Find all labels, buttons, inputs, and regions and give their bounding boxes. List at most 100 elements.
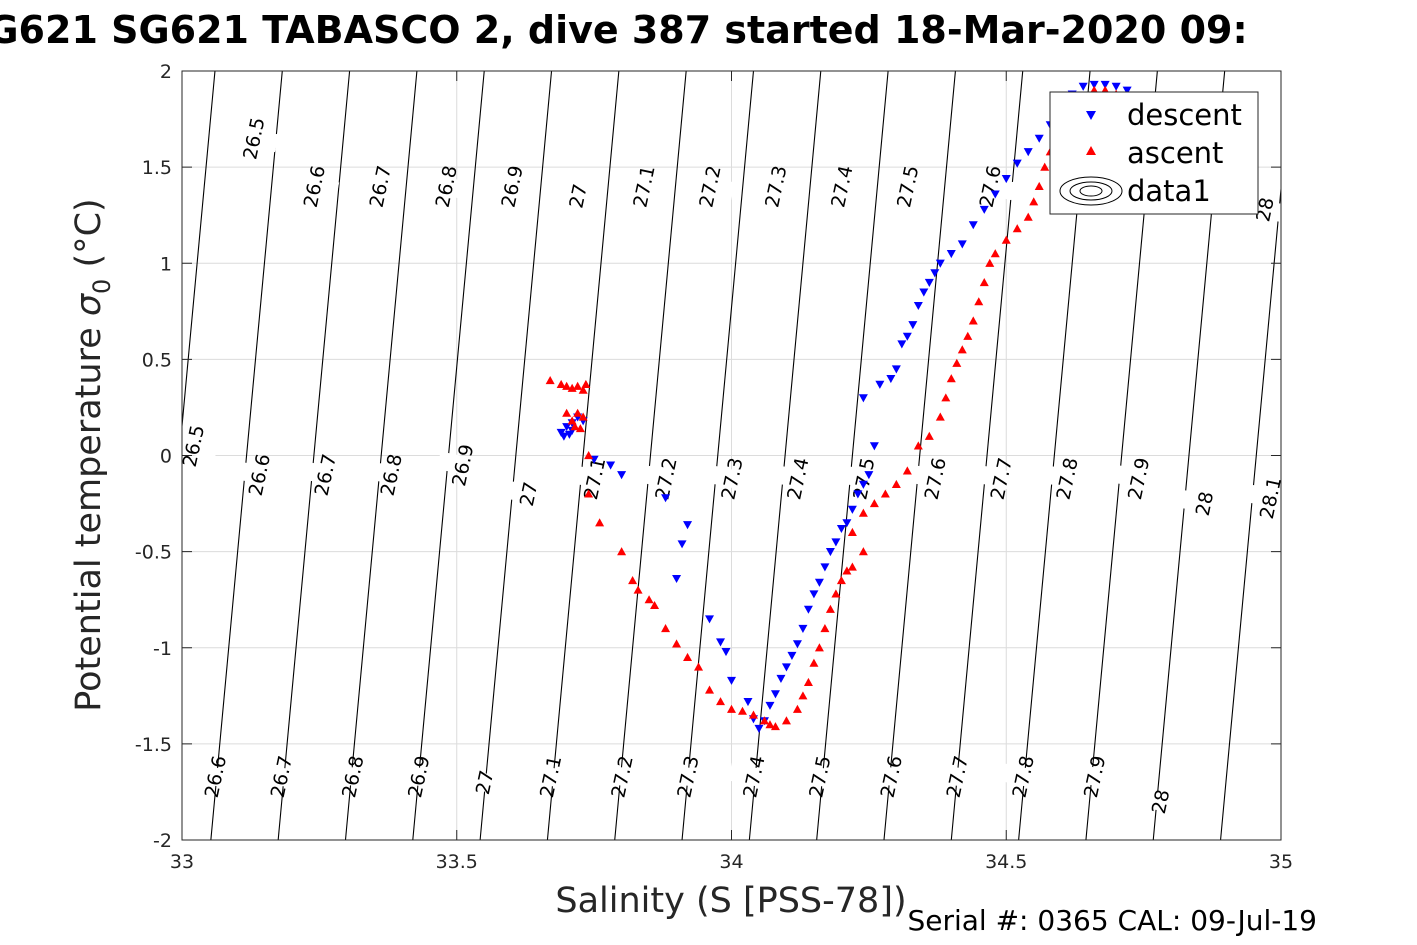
ascent-point <box>716 697 726 706</box>
ascent-point <box>946 374 956 383</box>
ascent-point <box>814 643 824 652</box>
descent-point <box>776 674 786 684</box>
isopycnal-line <box>1220 183 1281 840</box>
isopycnal-line <box>546 71 620 840</box>
descent-point <box>1012 159 1022 168</box>
descent-point <box>792 640 802 649</box>
y-tick-label: -2 <box>153 830 172 852</box>
ascent-point <box>803 677 813 686</box>
ascent-point <box>847 527 857 536</box>
descent-point <box>902 332 912 341</box>
y-tick-label: -1.5 <box>135 734 172 756</box>
descent-point <box>831 538 841 547</box>
isopycnal-label-bg <box>189 762 241 791</box>
ascent-point <box>1034 181 1044 190</box>
descent-point <box>858 480 868 489</box>
descent-point <box>1111 82 1121 91</box>
descent-point <box>803 605 813 614</box>
descent-point <box>842 519 852 528</box>
isopycnal-label-bg <box>255 762 307 791</box>
y-axis-label-unit: (°C) <box>69 198 109 278</box>
x-tick-label: 33 <box>170 851 194 873</box>
descent-point <box>858 394 868 403</box>
ascent-point <box>765 720 775 729</box>
ascent-point <box>858 547 868 556</box>
descent-point <box>705 615 715 624</box>
ascent-point <box>963 331 973 340</box>
isopycnal-label-bg <box>502 480 554 508</box>
descent-point <box>727 676 736 685</box>
descent-point <box>946 250 956 259</box>
isopycnal-label-bg <box>750 172 801 201</box>
descent-point <box>1100 80 1110 89</box>
y-axis-label-subscript: 0 <box>88 279 116 294</box>
isopycnal-label-bg <box>326 762 378 791</box>
descent-point <box>1001 175 1011 184</box>
ascent-point <box>809 658 819 667</box>
ascent-point <box>941 393 951 402</box>
x-axis-label: Salinity (S [PSS-78]) <box>555 881 906 921</box>
descent-point <box>897 340 907 349</box>
y-axis-ticks: -2 -1.5 -1 -0.5 0 0.5 1 1.5 2 <box>135 61 1281 852</box>
isopycnal-label-bg <box>486 172 538 201</box>
ascent-point <box>990 249 1000 258</box>
y-tick-label: 2 <box>160 61 172 83</box>
isopycnal-label-bg <box>524 762 576 791</box>
isopycnal-label-bg <box>640 464 691 493</box>
ascent-point <box>573 381 583 390</box>
isopycnal-line <box>681 71 755 840</box>
ascent-point <box>748 710 758 719</box>
descent-point <box>935 259 945 268</box>
isopycnal-label-bg <box>997 762 1049 791</box>
ascent-point <box>880 489 890 498</box>
descent-point <box>683 521 693 530</box>
isopycnal-line <box>210 71 283 840</box>
x-tick-label: 34.5 <box>985 851 1027 873</box>
y-tick-label: 0.5 <box>142 349 172 371</box>
isopycnal-label-bg <box>354 172 406 201</box>
isopycnal-label-bg <box>706 464 757 493</box>
ascent-point <box>1001 235 1011 244</box>
isopycnal-label-bg <box>1134 787 1186 816</box>
ascent-point <box>650 600 660 610</box>
isopycnal-label-bg <box>772 464 823 493</box>
descent-point <box>743 697 753 707</box>
isopycnal-line <box>883 71 956 840</box>
isopycnal-label-bg <box>816 172 867 201</box>
y-tick-label: 1 <box>160 253 172 275</box>
ascent-point <box>792 704 802 713</box>
isopycnal-line <box>277 71 351 840</box>
isopycnal-label-bg <box>420 172 472 201</box>
ascent-point <box>869 499 879 508</box>
y-tick-label: 1.5 <box>142 157 172 179</box>
descent-point <box>809 590 819 599</box>
isopycnal-label-bg <box>931 762 983 791</box>
y-axis-label: Potential temperature σ0 (°C) <box>69 198 116 711</box>
data-series <box>545 80 1132 733</box>
descent-point <box>672 574 682 584</box>
y-tick-label: -0.5 <box>135 542 172 564</box>
descent-point <box>990 190 1000 199</box>
ascent-point <box>1023 212 1033 221</box>
ascent-point <box>581 379 591 388</box>
ascent-point <box>584 489 594 498</box>
ascent-point <box>617 547 627 556</box>
descent-point <box>930 269 940 278</box>
isopycnal-label: 28 <box>1148 788 1175 816</box>
isopycnal-line <box>1288 71 1359 840</box>
isopycnal-line <box>816 71 889 840</box>
ascent-point <box>935 412 945 421</box>
isopycnal-label-bg <box>662 762 713 791</box>
ascent-point <box>562 381 572 390</box>
descent-point <box>825 548 835 557</box>
descent-point <box>847 505 857 514</box>
descent-point <box>924 278 934 287</box>
descent-point <box>919 288 929 297</box>
ascent-point <box>737 706 747 715</box>
series-ascent <box>545 85 1121 731</box>
descent-point <box>770 690 780 699</box>
ascent-point <box>584 451 594 460</box>
isopycnal-label-bg <box>728 762 779 791</box>
